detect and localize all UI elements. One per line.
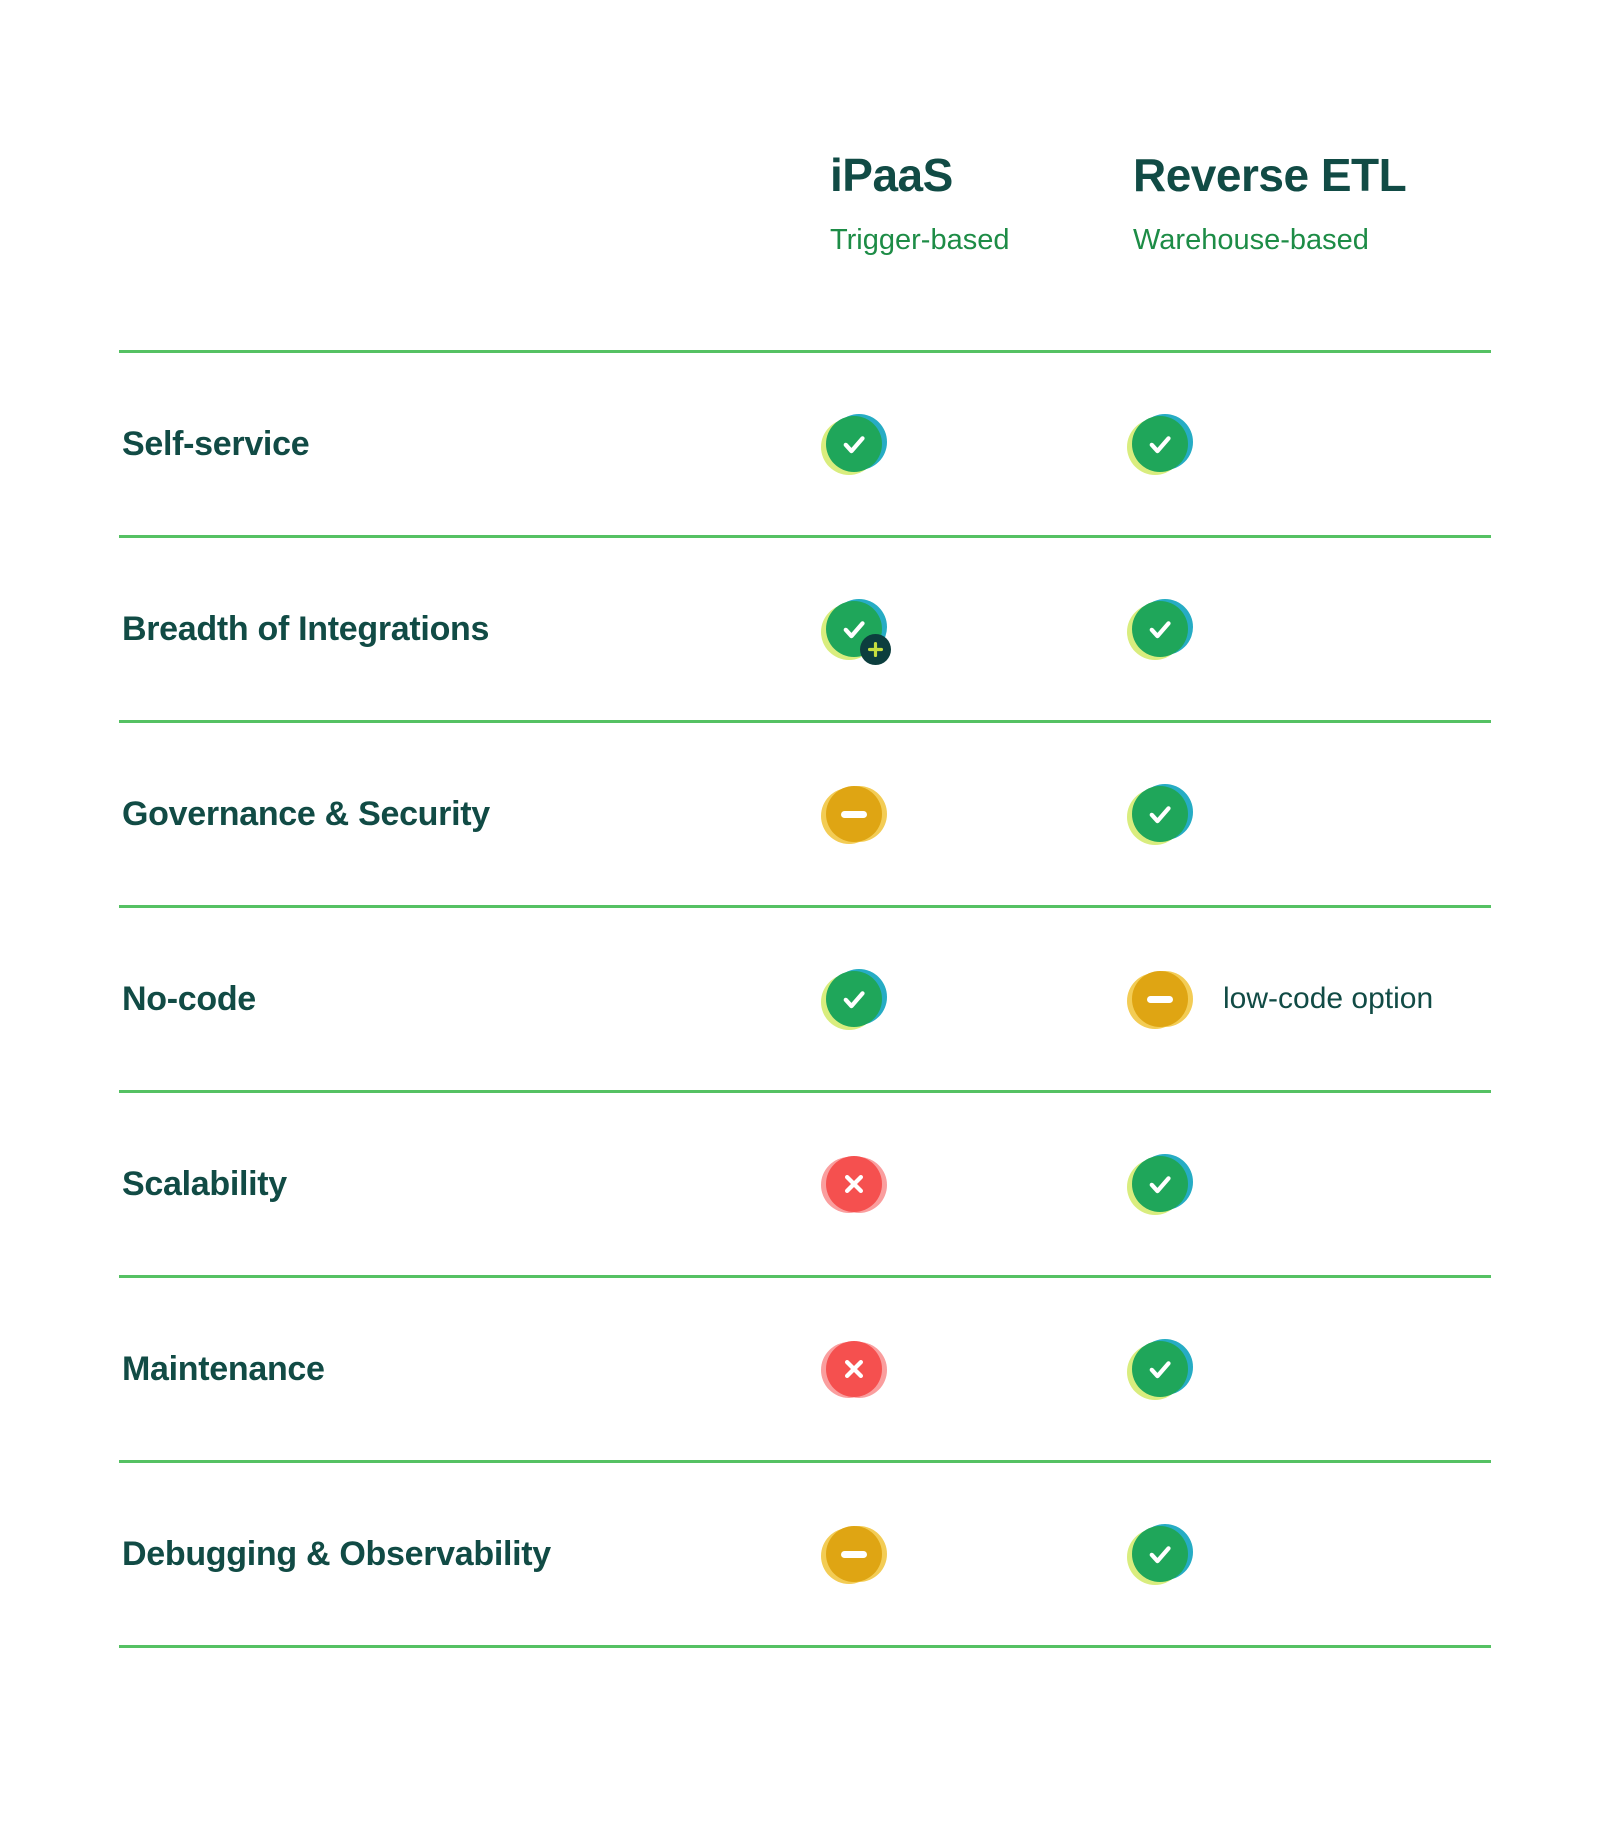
check-icon <box>821 414 887 475</box>
check-icon <box>821 969 887 1030</box>
table-row: No-code low-code option <box>119 905 1491 1090</box>
plus-badge-icon <box>860 634 891 665</box>
status-cell-reverse-etl <box>1127 970 1193 1029</box>
status-note: low-code option <box>1223 982 1434 1015</box>
feature-label: Scalability <box>122 1164 287 1203</box>
minus-icon <box>1127 970 1193 1029</box>
table-row: Breadth of Integrations <box>119 535 1491 720</box>
status-cell-reverse-etl <box>1127 784 1193 845</box>
status-cell-ipaas <box>821 785 887 844</box>
status-cell-ipaas <box>821 414 887 475</box>
check-icon <box>1127 599 1193 660</box>
column-title-ipaas: iPaaS <box>830 149 953 201</box>
check-icon <box>1127 414 1193 475</box>
minus-icon <box>821 1525 887 1584</box>
minus-icon <box>821 785 887 844</box>
table-row: Governance & Security <box>119 720 1491 905</box>
status-cell-reverse-etl <box>1127 1524 1193 1585</box>
feature-label: Governance & Security <box>122 794 490 833</box>
feature-label: Maintenance <box>122 1349 325 1388</box>
status-cell-reverse-etl <box>1127 599 1193 660</box>
status-cell-reverse-etl <box>1127 1339 1193 1400</box>
feature-label: No-code <box>122 979 256 1018</box>
column-header-ipaas: iPaaS Trigger-based <box>830 150 1009 257</box>
status-cell-ipaas <box>821 969 887 1030</box>
check-icon <box>1127 1524 1193 1585</box>
check-icon <box>1127 1154 1193 1215</box>
check-icon <box>1127 784 1193 845</box>
column-title-reverse-etl: Reverse ETL <box>1133 149 1407 201</box>
status-cell-ipaas <box>821 1155 887 1213</box>
status-cell-reverse-etl <box>1127 414 1193 475</box>
column-subtitle-trigger-based: Trigger-based <box>830 224 1010 256</box>
status-cell-ipaas <box>821 1525 887 1584</box>
status-cell-ipaas <box>821 1340 887 1398</box>
feature-label: Self-service <box>122 424 310 463</box>
cross-icon <box>821 1340 887 1398</box>
feature-label: Debugging & Observability <box>122 1534 551 1573</box>
table-row: Scalability <box>119 1090 1491 1275</box>
check-icon <box>1127 1339 1193 1400</box>
column-header-reverse-etl: Reverse ETL Warehouse-based <box>1133 149 1407 257</box>
table-row: Debugging & Observability <box>119 1460 1491 1645</box>
status-cell-reverse-etl <box>1127 1154 1193 1215</box>
check-plus-icon <box>821 599 891 665</box>
feature-label: Breadth of Integrations <box>122 609 490 648</box>
feature-rows: Self-service Breadth of Integrations Gover… <box>119 350 1491 1648</box>
column-subtitle-warehouse-based: Warehouse-based <box>1133 224 1369 256</box>
table-row: Maintenance <box>119 1275 1491 1460</box>
cross-icon <box>821 1155 887 1213</box>
status-cell-ipaas <box>821 599 891 665</box>
table-row: Self-service <box>119 350 1491 535</box>
